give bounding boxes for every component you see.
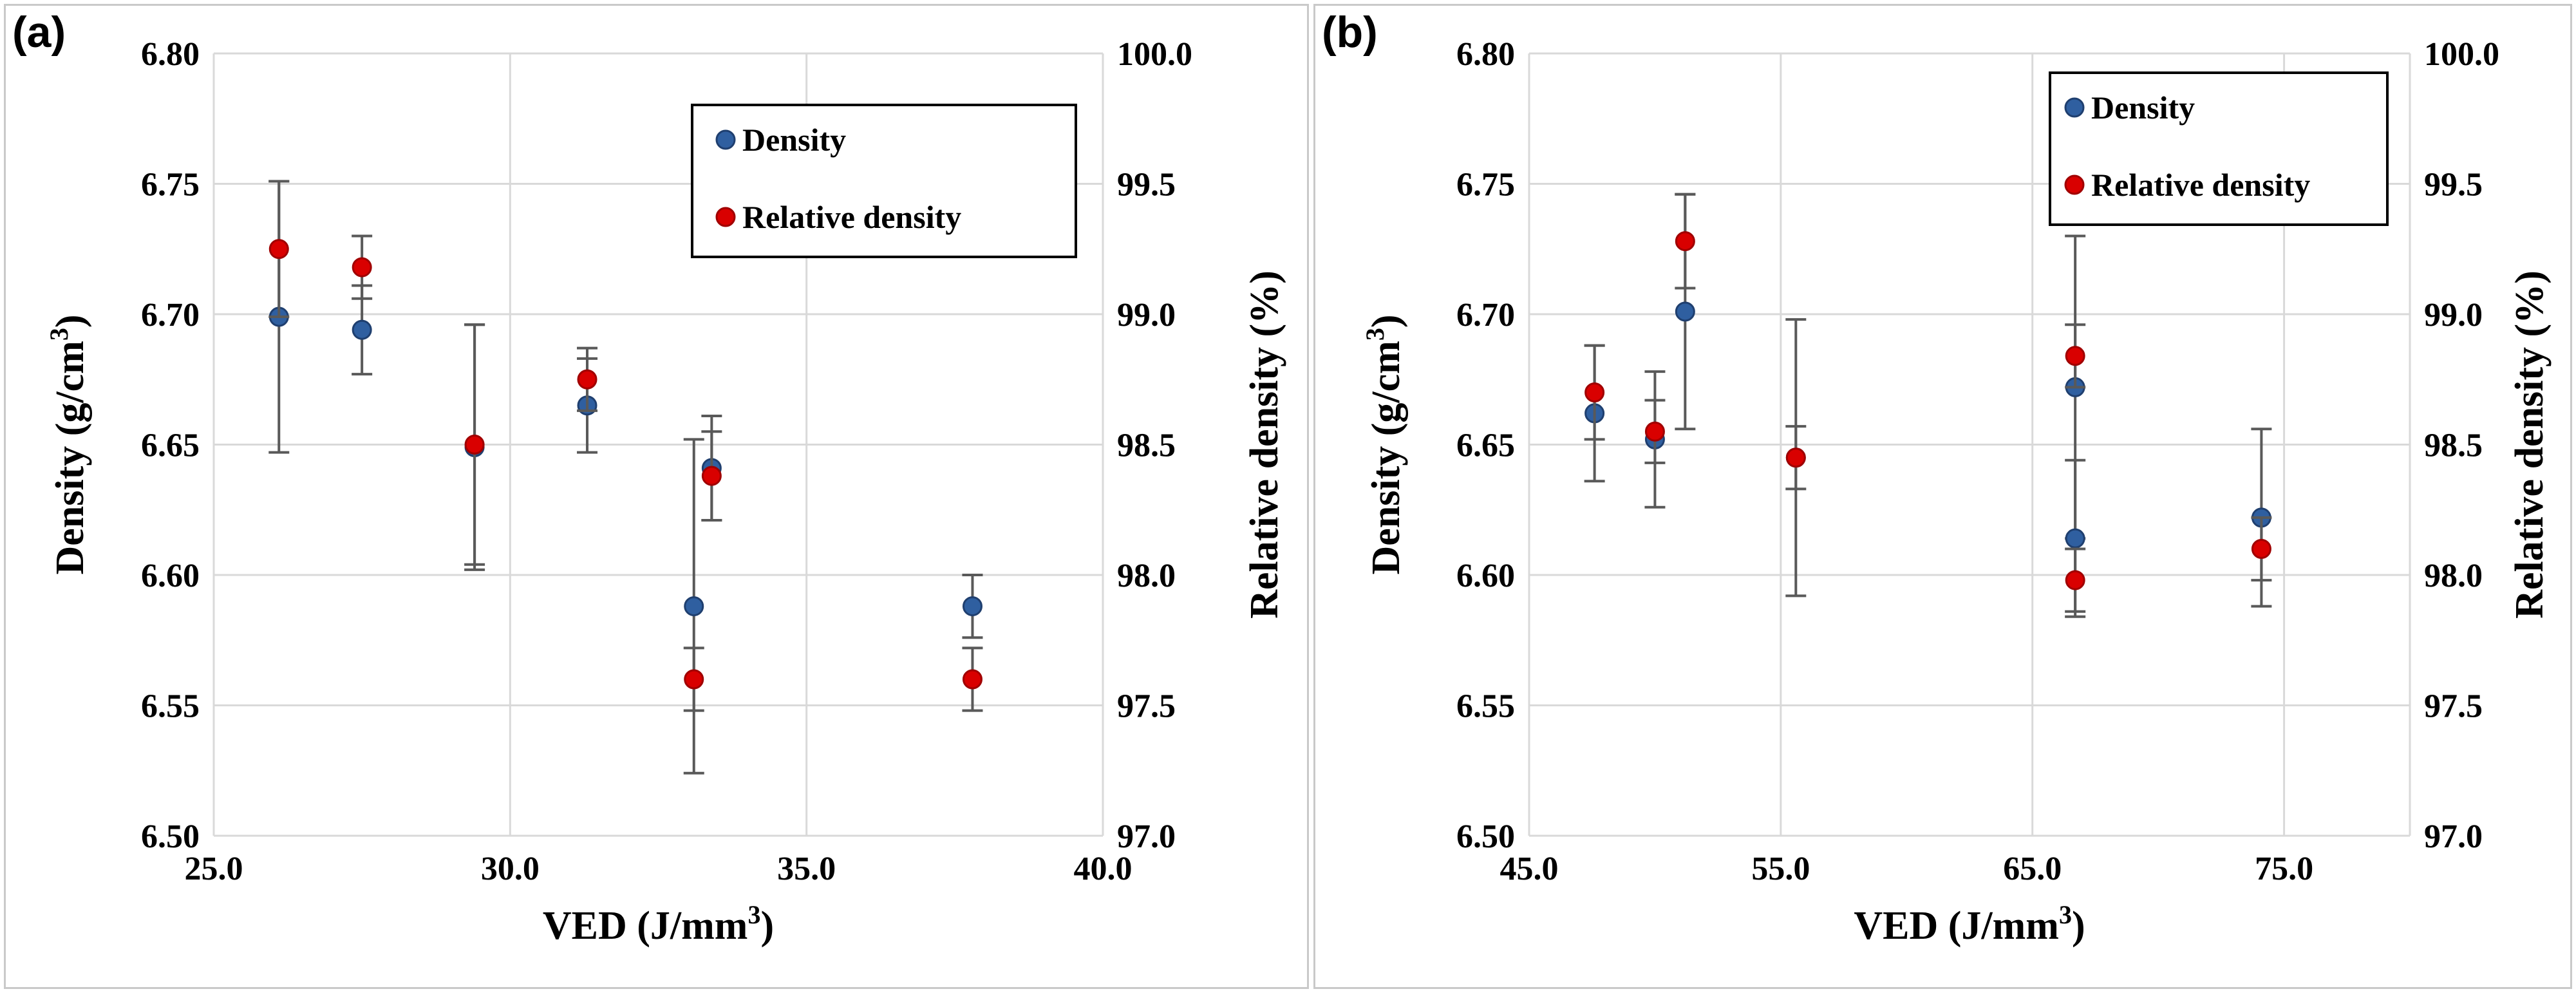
y2-tick-label: 97.0 bbox=[1117, 818, 1176, 855]
y2-tick-label: 100.0 bbox=[1117, 36, 1192, 73]
relative-density-point bbox=[962, 669, 982, 690]
y2-tick-label: 99.0 bbox=[1117, 297, 1176, 334]
relative-density-point bbox=[1675, 231, 1695, 252]
legend-label: Density bbox=[742, 122, 846, 158]
relative-density-point bbox=[577, 369, 597, 390]
relative-density-point bbox=[2065, 570, 2085, 590]
y-tick-label: 6.75 bbox=[1456, 167, 1515, 203]
y2-axis-title: Relative density (%) bbox=[2508, 270, 2552, 619]
x-tick-label: 65.0 bbox=[2003, 851, 2062, 887]
legend-label: Relative density bbox=[742, 199, 961, 235]
chart-b-svg: 6.50 6.55 6.60 6.65 6.70 6.75 6.80 97.0 97.5 98.0… bbox=[1360, 36, 2552, 948]
y2-axis-title: Relative density (%) bbox=[1243, 270, 1286, 619]
y-tick-label: 6.50 bbox=[1456, 818, 1515, 855]
x-tick-label: 55.0 bbox=[1751, 851, 1810, 887]
legend-marker bbox=[715, 129, 736, 150]
chart-panel-a: (a) 6.50 6.55 6.60 6.65 6.70 6.75 6.80 97.0 97.5… bbox=[4, 4, 1309, 989]
y2-tick-label: 99.0 bbox=[2424, 297, 2483, 334]
y2-tick-label: 98.0 bbox=[2424, 558, 2483, 594]
relative-density-point bbox=[684, 669, 704, 690]
y-tick-label: 6.55 bbox=[1456, 688, 1515, 725]
legend-box bbox=[2049, 71, 2389, 226]
relative-density-point bbox=[2065, 346, 2085, 366]
x-tick-label: 40.0 bbox=[1074, 851, 1133, 887]
x-tick-label: 45.0 bbox=[1500, 851, 1559, 887]
y-tick-label: 6.70 bbox=[141, 297, 200, 334]
density-point bbox=[962, 596, 982, 617]
y2-tick-label: 98.0 bbox=[1117, 558, 1176, 594]
y-tick-label: 6.55 bbox=[141, 688, 200, 725]
y2-tick-label: 99.5 bbox=[2424, 167, 2483, 203]
y-axis-title: Density (g/cm3) bbox=[44, 315, 92, 575]
relative-density-point bbox=[1584, 382, 1605, 402]
legend-marker bbox=[2064, 174, 2085, 195]
y-tick-label: 6.60 bbox=[1456, 558, 1515, 594]
y-tick-label: 6.80 bbox=[141, 36, 200, 73]
x-axis-title: VED (J/mm3) bbox=[543, 900, 774, 948]
y2-tick-label: 99.5 bbox=[1117, 167, 1176, 203]
relative-density-point bbox=[352, 257, 372, 278]
relative-density-point bbox=[268, 239, 289, 259]
legend-marker bbox=[2064, 97, 2085, 118]
y-tick-label: 6.60 bbox=[141, 558, 200, 594]
x-tick-label: 25.0 bbox=[185, 851, 243, 887]
y2-tick-label: 97.5 bbox=[1117, 688, 1176, 725]
legend-label: Relative density bbox=[2091, 167, 2310, 203]
y-tick-label: 6.70 bbox=[1456, 297, 1515, 334]
chart-a-svg: 6.50 6.55 6.60 6.65 6.70 6.75 6.80 97.0 97.5 98.0… bbox=[44, 36, 1286, 948]
chart-panel-b: (b) 6.50 6.55 6.60 6.65 6.70 6.75 6.80 97.0 97.5… bbox=[1313, 4, 2572, 989]
panel-label-a: (a) bbox=[12, 8, 66, 57]
panel-label-b: (b) bbox=[1322, 8, 1378, 57]
legend-marker bbox=[715, 207, 736, 227]
y-axis-title: Density (g/cm3) bbox=[1360, 315, 1408, 575]
density-point bbox=[2065, 528, 2085, 549]
density-point bbox=[352, 319, 372, 340]
y-tick-label: 6.65 bbox=[141, 428, 200, 464]
x-axis-title: VED (J/mm3) bbox=[1854, 900, 2085, 948]
y2-tick-label: 97.0 bbox=[2424, 818, 2483, 855]
density-point bbox=[684, 596, 704, 617]
legend-box bbox=[691, 104, 1077, 258]
y2-tick-label: 97.5 bbox=[2424, 688, 2483, 725]
x-tick-label: 35.0 bbox=[777, 851, 836, 887]
x-tick-label: 30.0 bbox=[481, 851, 540, 887]
legend-label: Density bbox=[2091, 89, 2195, 126]
relative-density-point bbox=[1785, 447, 1806, 468]
y2-tick-label: 98.5 bbox=[2424, 428, 2483, 464]
y-tick-label: 6.75 bbox=[141, 167, 200, 203]
relative-density-point bbox=[1644, 421, 1665, 442]
density-point bbox=[1675, 301, 1695, 322]
x-tick-label: 75.0 bbox=[2255, 851, 2313, 887]
y2-tick-label: 98.5 bbox=[1117, 428, 1176, 464]
y2-tick-label: 100.0 bbox=[2424, 36, 2499, 73]
y-tick-label: 6.50 bbox=[141, 818, 200, 855]
y-tick-label: 6.80 bbox=[1456, 36, 1515, 73]
relative-density-point bbox=[701, 466, 722, 486]
relative-density-point bbox=[464, 435, 485, 455]
relative-density-point bbox=[2251, 539, 2271, 559]
y-tick-label: 6.65 bbox=[1456, 428, 1515, 464]
